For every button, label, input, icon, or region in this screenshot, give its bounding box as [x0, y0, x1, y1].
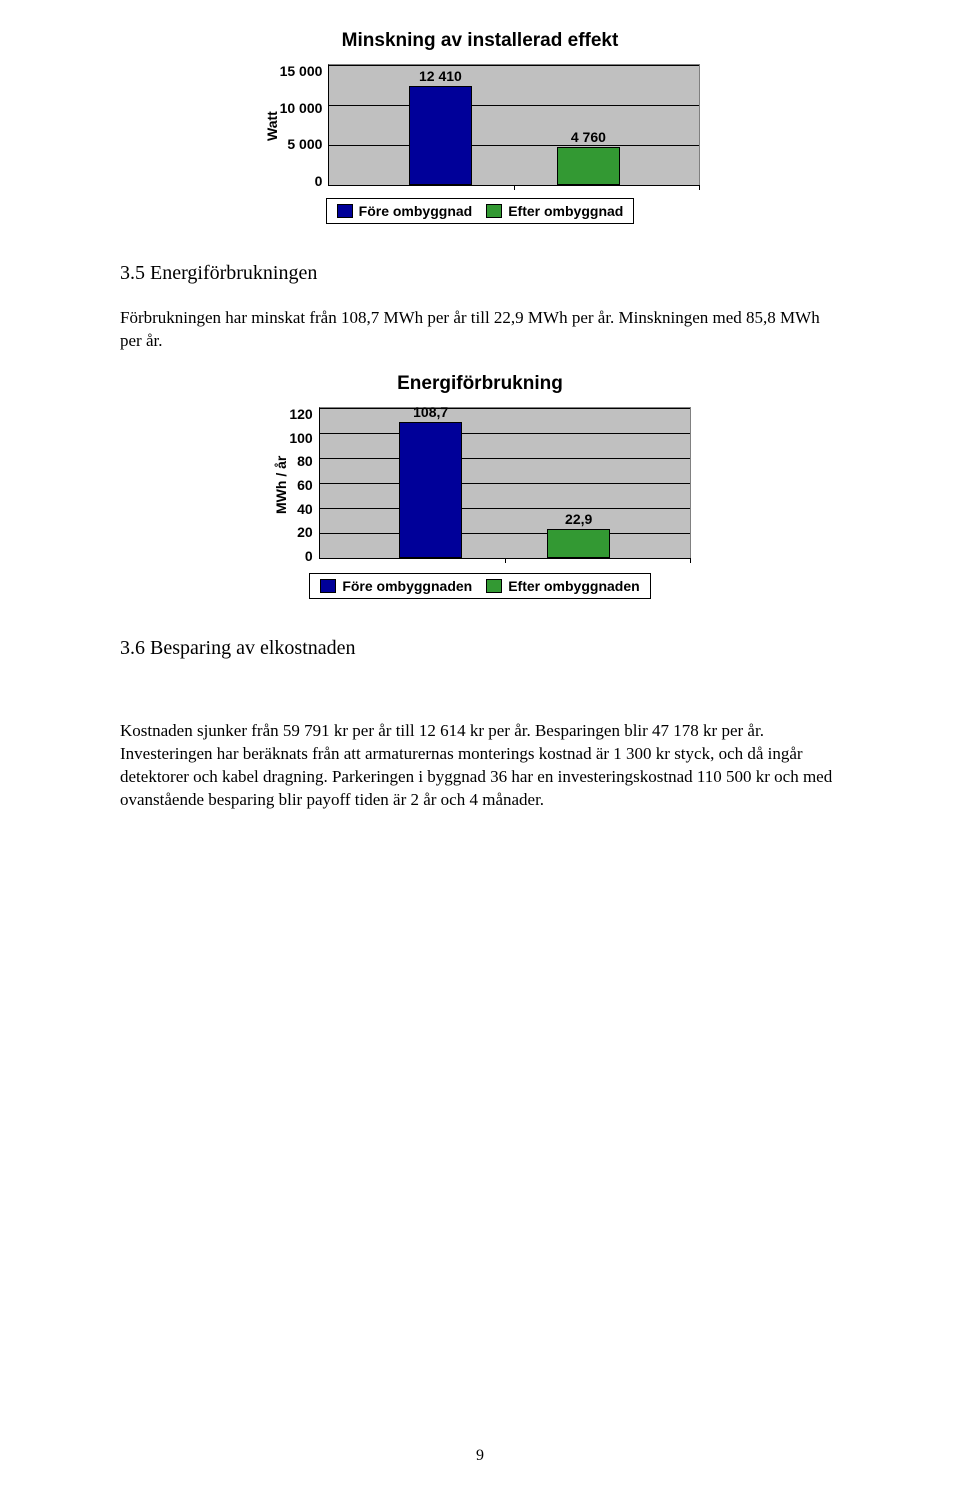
y-tick: 100	[289, 431, 312, 445]
y-tick: 10 000	[280, 101, 323, 115]
y-tick: 0	[315, 174, 323, 188]
legend-label: Efter ombyggnaden	[508, 578, 639, 594]
y-tick: 80	[297, 454, 313, 468]
chart2-plot-area: 108,7 22,9	[319, 407, 691, 559]
bar-value-label: 22,9	[565, 511, 592, 527]
legend-swatch	[486, 204, 502, 218]
chart1-plot-area: 12 410 4 760	[328, 64, 700, 186]
chart1: Watt 15 000 10 000 5 000 0 12 410 4 760	[120, 64, 840, 188]
legend-item: Efter ombyggnad	[486, 203, 623, 219]
chart2-inner: MWh / år 120 100 80 60 40 20 0 108,7 22,9	[269, 407, 690, 563]
chart2-y-label: MWh / år	[269, 407, 289, 563]
y-tick: 40	[297, 502, 313, 516]
section-3-6-body: Kostnaden sjunker från 59 791 kr per år …	[120, 720, 840, 812]
legend-swatch	[486, 579, 502, 593]
chart1-legend: Före ombyggnad Efter ombyggnad	[120, 198, 840, 224]
legend-item: Före ombyggnad	[337, 203, 473, 219]
chart1-y-ticks: 15 000 10 000 5 000 0	[280, 64, 329, 188]
chart1-legend-inner: Före ombyggnad Efter ombyggnad	[326, 198, 635, 224]
chart2-legend-inner: Före ombyggnaden Efter ombyggnaden	[309, 573, 650, 599]
y-tick: 15 000	[280, 64, 323, 78]
chart2-y-ticks: 120 100 80 60 40 20 0	[289, 407, 318, 563]
legend-label: Före ombyggnad	[359, 203, 473, 219]
legend-label: Före ombyggnaden	[342, 578, 472, 594]
bar	[557, 147, 620, 185]
page-number: 9	[0, 1447, 960, 1465]
chart2-title: Energiförbrukning	[120, 373, 840, 395]
section-3-5-body: Förbrukningen har minskat från 108,7 MWh…	[120, 307, 840, 353]
y-tick: 0	[305, 549, 313, 563]
bar	[547, 529, 610, 558]
chart1-title: Minskning av installerad effekt	[120, 30, 840, 52]
y-tick: 120	[289, 407, 312, 421]
y-tick: 60	[297, 478, 313, 492]
section-3-6-heading: 3.6 Besparing av elkostnaden	[120, 637, 840, 660]
chart2-legend: Före ombyggnaden Efter ombyggnaden	[120, 573, 840, 599]
page: Minskning av installerad effekt Watt 15 …	[0, 0, 960, 1495]
legend-item: Före ombyggnaden	[320, 578, 472, 594]
chart2: MWh / år 120 100 80 60 40 20 0 108,7 22,9	[120, 407, 840, 563]
section-3-5-heading: 3.5 Energiförbrukningen	[120, 262, 840, 285]
legend-swatch	[337, 204, 353, 218]
y-tick: 5 000	[287, 137, 322, 151]
legend-label: Efter ombyggnad	[508, 203, 623, 219]
legend-item: Efter ombyggnaden	[486, 578, 639, 594]
bar-value-label: 12 410	[419, 68, 462, 84]
y-tick: 20	[297, 525, 313, 539]
bar-value-label: 4 760	[571, 129, 606, 145]
legend-swatch	[320, 579, 336, 593]
bar	[409, 86, 472, 185]
chart1-y-label: Watt	[260, 64, 280, 188]
bar	[399, 422, 462, 558]
chart1-inner: Watt 15 000 10 000 5 000 0 12 410 4 760	[260, 64, 701, 188]
bar-value-label: 108,7	[413, 404, 448, 420]
